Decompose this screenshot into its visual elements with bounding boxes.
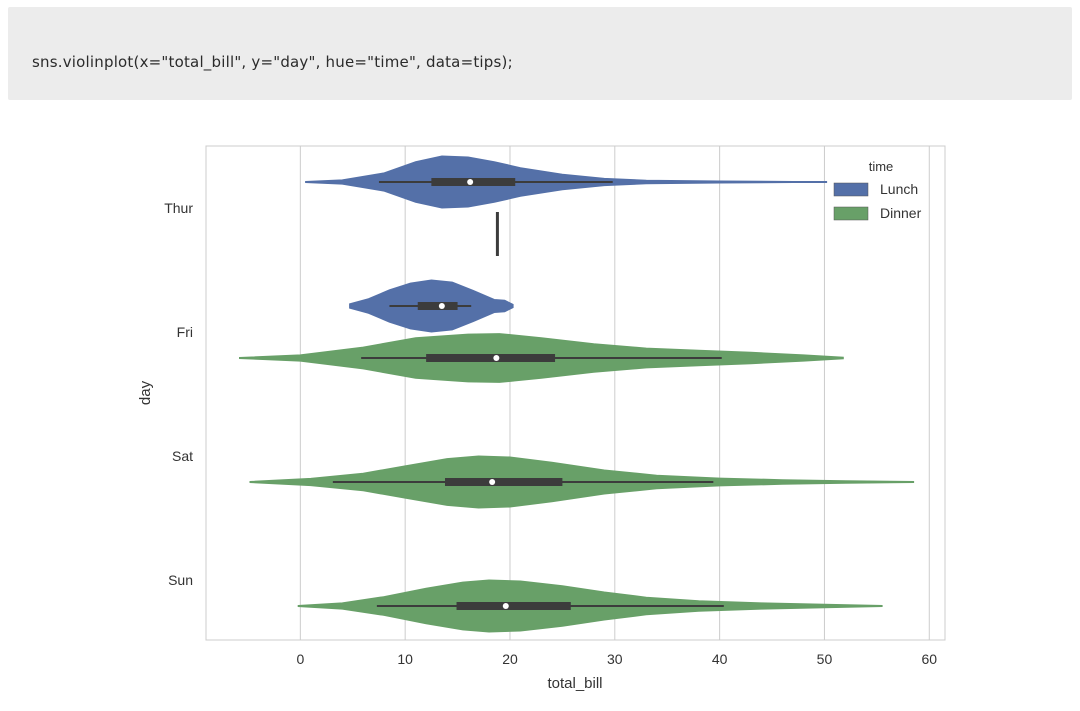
violin-dinner-sun <box>297 579 883 633</box>
x-tick-label: 10 <box>397 651 413 667</box>
violin-lunch-thur <box>305 155 828 209</box>
x-tick-label: 40 <box>712 651 728 667</box>
x-tick-label: 20 <box>502 651 518 667</box>
legend-swatch-lunch <box>833 182 869 197</box>
y-tick-label: Fri <box>177 324 193 340</box>
x-tick-labels: 0 10 20 30 40 50 60 <box>296 651 937 667</box>
violin-iqr-box <box>431 178 516 186</box>
y-tick-label: Sun <box>168 572 193 588</box>
violin-iqr-box <box>426 354 556 362</box>
legend-label-lunch: Lunch <box>880 181 918 197</box>
violins <box>239 155 915 633</box>
violin-median-dot <box>502 603 509 609</box>
y-tick-label: Thur <box>164 200 193 216</box>
legend: time Lunch Dinner <box>833 159 922 221</box>
x-tick-label: 50 <box>817 651 833 667</box>
legend-label-dinner: Dinner <box>880 205 922 221</box>
code-cell: sns.violinplot(x="total_bill", y="day", … <box>8 7 1072 100</box>
violin-dinner-sat <box>249 455 915 509</box>
plot-area-border <box>205 145 946 641</box>
violin-median-dot <box>493 355 500 361</box>
violin-median-dot <box>489 479 496 485</box>
legend-swatch-dinner <box>833 206 869 221</box>
y-tick-label: Sat <box>172 448 193 464</box>
y-axis-label: day <box>137 380 154 405</box>
violin-lunch-fri <box>349 279 514 333</box>
violin-median-dot <box>467 179 474 185</box>
x-tick-label: 30 <box>607 651 623 667</box>
violin-median-dot <box>438 303 445 309</box>
violin-iqr-box <box>444 478 563 486</box>
code-text: sns.violinplot(x="total_bill", y="day", … <box>32 53 513 71</box>
y-tick-labels: Thur Fri Sat Sun <box>164 200 193 588</box>
violin-iqr-box <box>417 302 458 310</box>
violin-iqr-box <box>456 602 571 610</box>
legend-title: time <box>869 159 894 174</box>
x-tick-label: 60 <box>921 651 937 667</box>
grid <box>299 146 930 640</box>
x-axis-label: total_bill <box>547 675 602 692</box>
violin-dinner-fri <box>239 333 844 383</box>
x-tick-label: 0 <box>296 651 304 667</box>
